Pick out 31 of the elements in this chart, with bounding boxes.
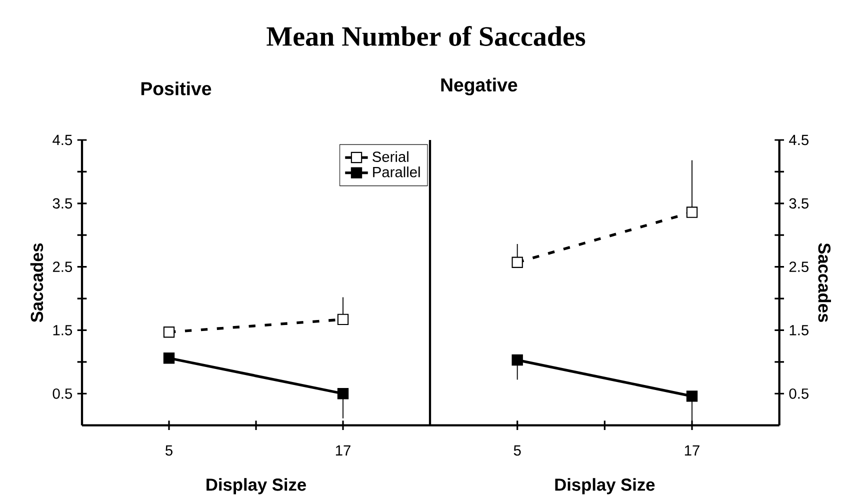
y-tick-label: 3.5 (789, 198, 808, 208)
text: Mean Number of Saccades (266, 26, 586, 46)
point (163, 352, 175, 364)
y-tick-label: 2.5 (52, 261, 72, 272)
legend-label: Serial (372, 151, 408, 162)
y-tick-label: 3.5 (52, 198, 72, 208)
y-tick-label: 2.5 (789, 261, 808, 272)
y-axis-title: Saccades (30, 243, 44, 322)
point (686, 206, 698, 218)
point (337, 314, 349, 325)
y-tick-label: 1.5 (790, 324, 808, 336)
point (512, 256, 523, 268)
x-tick-label: 17 (336, 445, 350, 456)
point (686, 390, 698, 402)
chart-title: Positive (141, 81, 212, 96)
x-tick-label: 5 (514, 445, 521, 456)
point (163, 326, 175, 338)
y-tick-label: 4.5 (789, 134, 808, 145)
y-tick-label: 0.5 (52, 388, 72, 399)
x-tick-label: 5 (166, 445, 172, 456)
x-axis-title: Display Size (206, 478, 306, 494)
legend-label: Parallel (373, 166, 420, 178)
y-tick-label: 1.5 (53, 324, 72, 336)
point (337, 388, 349, 400)
point (512, 354, 523, 366)
y-axis-title: Saccades (818, 243, 831, 322)
y-tick-label: 4.5 (52, 134, 72, 145)
y-tick-label: 0.5 (789, 388, 808, 399)
x-tick-label: 17 (684, 445, 700, 456)
chart-title: Negative (441, 78, 518, 96)
x-axis-title: Display Size (555, 478, 655, 494)
